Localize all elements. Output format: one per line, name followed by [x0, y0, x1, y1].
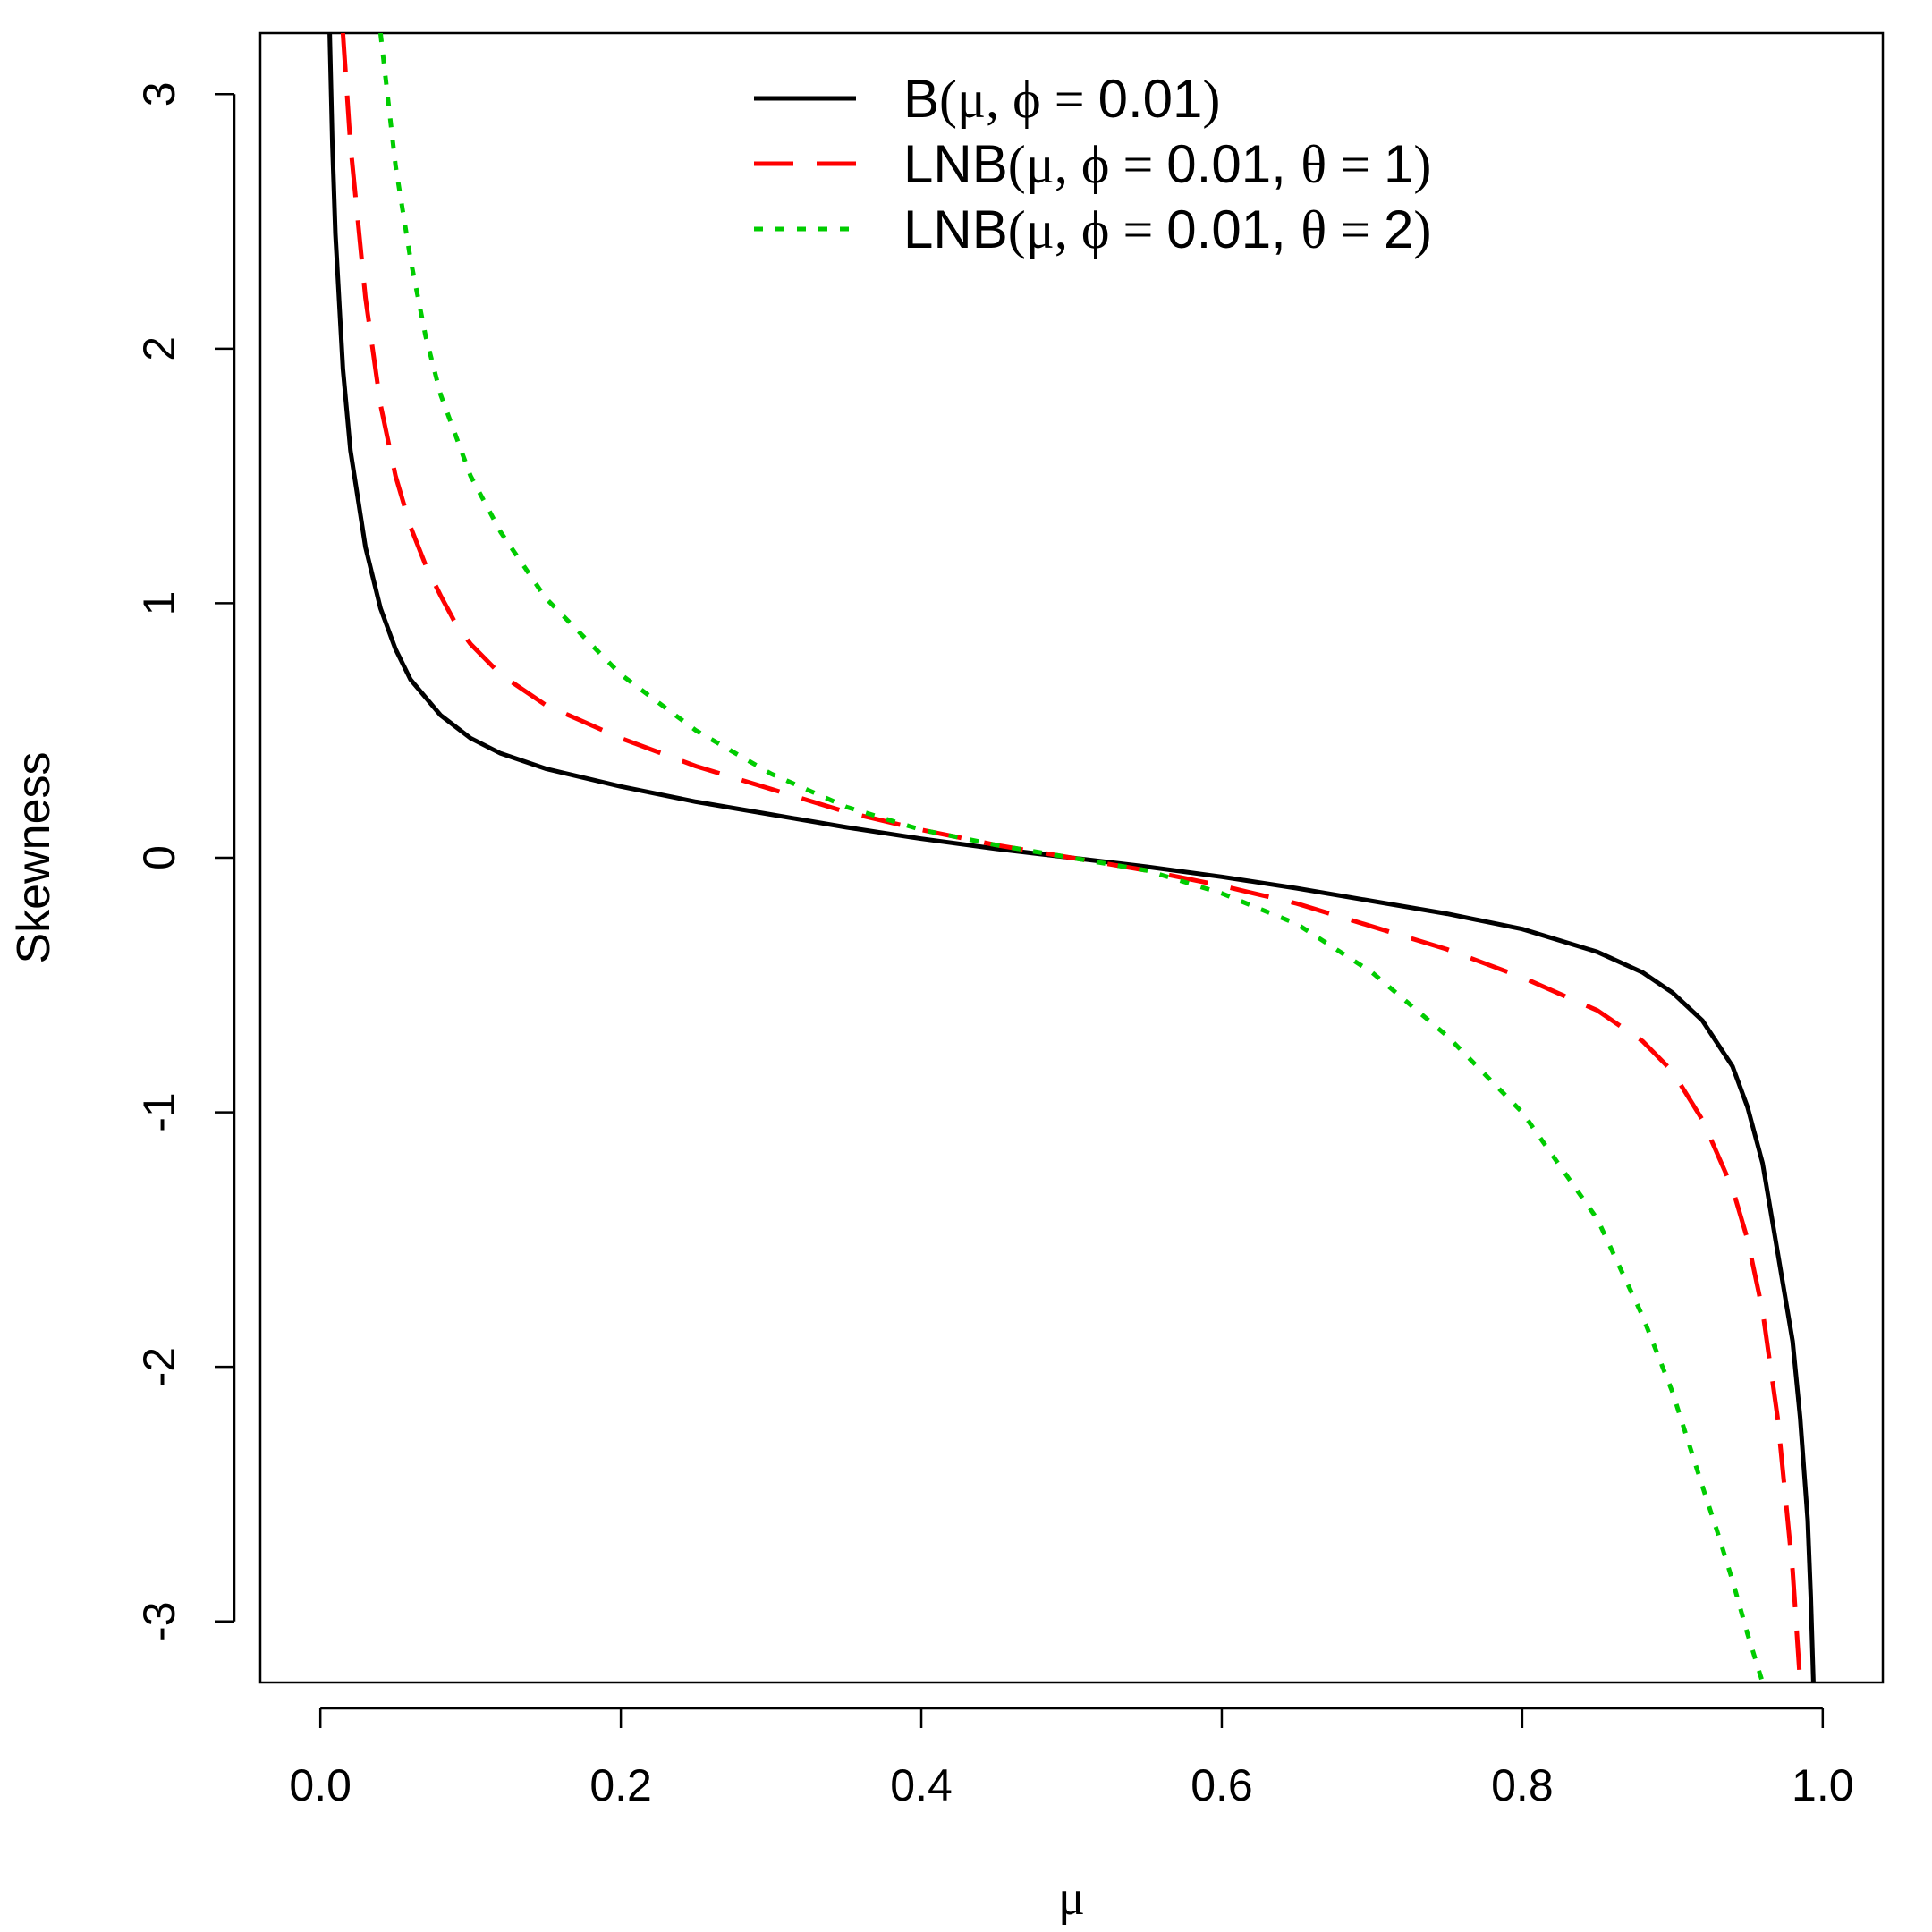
legend: B(μ, ϕ = 0.01)LNB(μ, ϕ = 0.01, θ = 1)LNB… — [754, 69, 1431, 259]
y-tick-label: 3 — [134, 81, 184, 106]
x-tick-label: 0.2 — [589, 1760, 652, 1810]
x-tick-label: 0.4 — [890, 1760, 953, 1810]
y-axis-title: Skewness — [8, 752, 60, 964]
x-tick-label: 0.8 — [1491, 1760, 1554, 1810]
y-tick-label: -3 — [134, 1601, 184, 1640]
plot-frame — [258, 31, 1885, 1684]
y-tick-label: 2 — [134, 336, 184, 361]
x-axis-title: μ — [1058, 1870, 1085, 1926]
series-group — [327, 33, 1816, 1682]
legend-label-2: LNB(μ, ϕ = 0.01, θ = 1) — [903, 134, 1431, 194]
y-tick-label: 1 — [134, 591, 184, 616]
x-tick-label: 0.6 — [1191, 1760, 1253, 1810]
legend-label-1: B(μ, ϕ = 0.01) — [903, 69, 1220, 129]
x-tick-label: 0.0 — [289, 1760, 352, 1810]
y-tick-label: -2 — [134, 1347, 184, 1386]
y-axis: -3 -2 -1 0 1 2 3 — [134, 81, 236, 1641]
x-axis: 0.0 0.2 0.4 0.6 0.8 1.0 — [289, 1707, 1854, 1810]
legend-label-3: LNB(μ, ϕ = 0.01, θ = 2) — [903, 199, 1431, 259]
y-tick-label: 0 — [134, 845, 184, 870]
series-line-2 — [340, 33, 1803, 1682]
y-tick-label: -1 — [134, 1092, 184, 1131]
x-tick-label: 1.0 — [1792, 1760, 1854, 1810]
